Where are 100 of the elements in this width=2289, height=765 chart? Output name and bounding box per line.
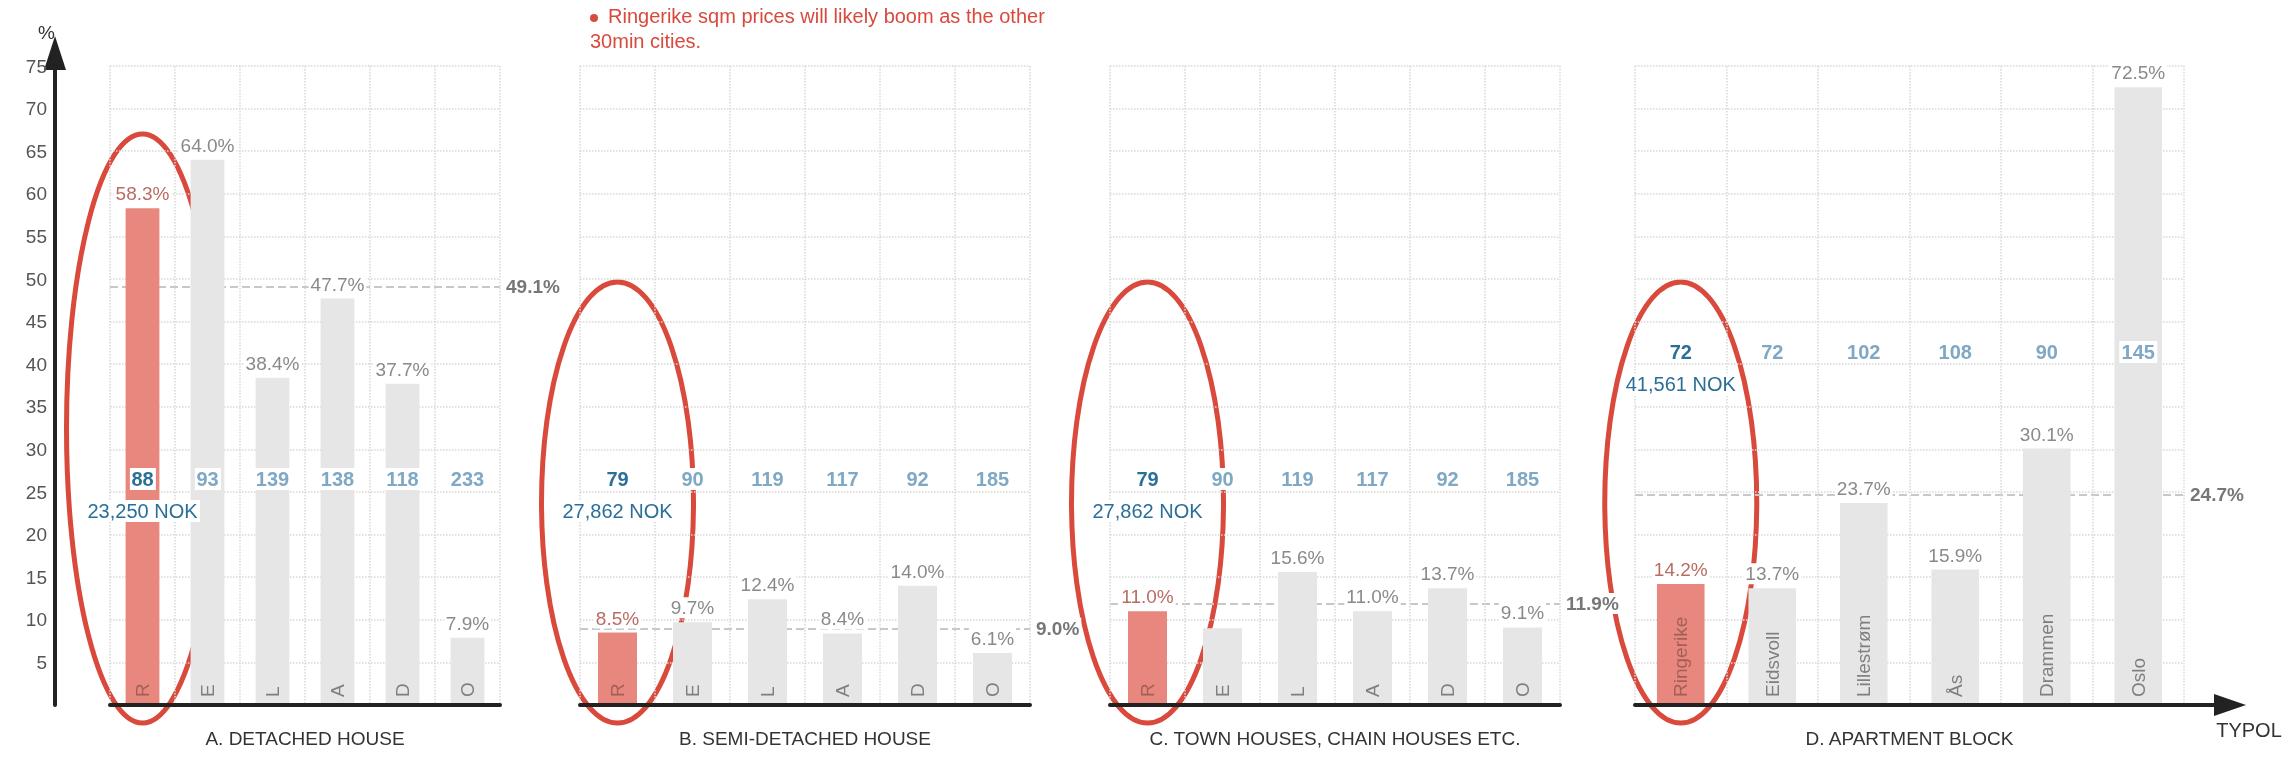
y-tick-label: 40 [25,353,47,375]
bar [1128,611,1167,705]
bar [255,377,290,705]
bar [1656,584,1705,705]
annotation: 119 [749,468,786,490]
x-tick-label: Oslo [2127,657,2149,697]
annotation: 108 [1936,341,1974,363]
data-label: 47.7% [310,273,365,295]
annotation: 138 [318,468,357,490]
data-label: 7.9% [445,612,490,634]
data-label: 13.7% [1420,563,1475,585]
data-label: 11.0% [1346,586,1399,608]
x-tick-label: E [197,684,218,697]
annotation: 233 [448,468,487,490]
y-tick-label: 45 [25,311,47,333]
y-axis-title: % [38,22,56,43]
annotation: 23,250 NOK [85,500,200,522]
bar [673,622,712,705]
x-tick-label: O [457,682,478,697]
bar [598,632,637,705]
x-tick-label: L [1287,686,1308,697]
data-label: 38.4% [245,352,300,374]
annotation: 185 [1503,468,1542,490]
bar [898,585,937,705]
x-tick-label: Drammen [2036,613,2058,697]
annotation: 90 [679,468,706,490]
x-tick-label: D [907,683,928,697]
x-tick-label: A [1362,684,1383,697]
x-tick-label: D [392,683,413,697]
y-tick-label: 55 [25,225,47,247]
data-label: 12.4% [740,574,795,596]
data-label: 13.7% [1745,563,1800,585]
y-tick-label: 65 [25,140,47,162]
annotation: 102 [1845,341,1883,363]
x-tick-label: O [1512,682,1533,697]
bar [1748,588,1797,705]
data-label: 6.1% [970,628,1015,650]
x-tick-label: E [1212,684,1233,697]
annotation: 118 [384,468,421,490]
bar [2022,448,2071,705]
annotation: 27,862 NOK [1090,500,1205,522]
annotation: 119 [1279,468,1316,490]
annotation: 72 [1759,341,1786,363]
ref-line-label: 9.0% [1036,617,1080,639]
x-tick-label: E [682,684,703,697]
data-label: 9.1% [1500,602,1545,624]
data-label: 14.2% [1653,559,1708,581]
data-label: 11.0% [1121,586,1174,608]
data-label: 8.4% [820,608,865,630]
annotation: 90 [1209,468,1236,490]
x-axis-title: C. TOWN HOUSES, CHAIN HOUSES ETC. [1149,727,1521,749]
data-label: 23.7% [1836,478,1891,500]
bar [1203,628,1242,705]
y-tick-label: 25 [25,481,47,503]
x-tick-label: O [982,682,1003,697]
x-tick-label: Eidsvoll [1761,631,1783,697]
x-tick-label: R [607,683,628,697]
bar [1278,572,1317,705]
y-tick-label: 35 [25,396,47,418]
x-tick-label: A [327,684,348,697]
y-tick-label: 20 [25,524,47,546]
annotation: 185 [973,468,1012,490]
annotation: 145 [2119,341,2157,363]
bar [823,633,862,705]
ref-line-label: 11.9% [1566,593,1619,615]
bar [1428,588,1467,705]
annotation: 92 [904,468,931,490]
bar [973,653,1012,705]
chart-title: Ringerike sqm prices will likely boom as the other 30min cities. [590,5,1045,52]
annotation: 92 [1434,468,1461,490]
x-tick-label: Ås [1944,674,1966,697]
data-label: 15.9% [1928,544,1983,566]
bar [450,637,485,705]
bar [1839,503,1888,705]
bar [748,599,787,705]
ref-line-label: 49.1% [506,276,560,298]
annotation: 27,862 NOK [560,500,675,522]
y-tick-label: 50 [25,268,47,290]
x-tick-label: D [1437,683,1458,697]
annotation: 88 [129,468,156,490]
x-axis-title: D. APARTMENT BLOCK [1805,727,2014,749]
annotation: 117 [1354,468,1391,490]
x-tick-label: Lillestrøm [1853,614,1875,697]
y-tick-label: 75 [25,55,47,77]
y-tick-label: 10 [25,609,47,631]
ref-line-label: 24.7% [2190,484,2244,506]
bar [2114,87,2163,705]
bar [320,298,355,705]
x-axis-title: B. SEMI-DETACHED HOUSE [679,727,931,749]
data-label: 8.5% [595,607,640,629]
bar [1353,611,1392,705]
y-tick-label: 70 [25,98,47,120]
text: TYPOL [2214,719,2284,741]
data-label: 14.0% [890,560,945,582]
y-tick-label: 30 [25,438,47,460]
data-label: 58.3% [115,183,170,205]
y-tick-label: 5 [36,651,47,673]
data-label: 72.5% [2111,62,2166,84]
annotation: 90 [2033,341,2060,363]
x-tick-label: R [132,683,153,697]
